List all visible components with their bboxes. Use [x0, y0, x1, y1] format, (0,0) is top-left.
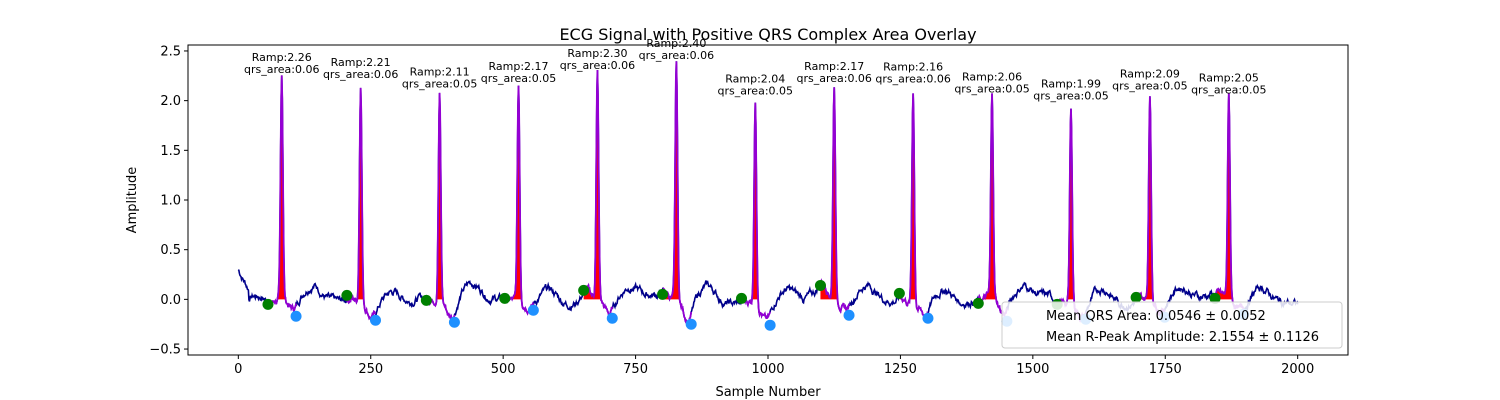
qrs-area-label: qrs_area:0.06 — [639, 49, 714, 62]
y-axis-ticks: −0.5 0.0 0.5 1.0 1.5 2.0 2.5 — [149, 44, 188, 358]
s-point-marker — [290, 310, 302, 322]
legend: Mean QRS Area: 0.0546 ± 0.0052 Mean R-Pe… — [1001, 301, 1343, 349]
ramp-label: Ramp:2.16 — [883, 61, 943, 74]
q-point-marker — [657, 288, 669, 300]
ramp-label: Ramp:1.99 — [1041, 78, 1101, 91]
qrs-area-label: qrs_area:0.06 — [244, 63, 319, 76]
x-tick-label: 750 — [623, 362, 648, 377]
x-axis-label: Sample Number — [715, 385, 821, 400]
q-point-marker — [893, 287, 905, 299]
legend-entry-mean-r-peak-amplitude: Mean R-Peak Amplitude: 2.1554 ± 0.1126 — [1046, 330, 1319, 345]
ramp-label: Ramp:2.06 — [962, 71, 1022, 84]
qrs-area-label: qrs_area:0.06 — [796, 72, 871, 85]
x-tick-label: 500 — [491, 362, 516, 377]
s-point-marker — [527, 304, 539, 316]
ramp-label: Ramp:2.04 — [725, 73, 785, 86]
ramp-label: Ramp:2.17 — [488, 60, 548, 73]
qrs-area-label: qrs_area:0.05 — [481, 72, 556, 85]
ramp-label: Ramp:2.09 — [1120, 68, 1180, 81]
x-tick-label: 250 — [358, 362, 383, 377]
s-point-marker — [764, 319, 776, 331]
qrs-area-label: qrs_area:0.06 — [323, 68, 398, 81]
qrs-area-label: qrs_area:0.05 — [718, 85, 793, 98]
q-point-marker — [972, 297, 984, 309]
qrs-area-label: qrs_area:0.05 — [954, 83, 1029, 96]
q-point-marker — [1130, 291, 1142, 303]
beat-9 — [893, 93, 934, 324]
x-tick-label: 2000 — [1281, 362, 1314, 377]
ramp-label: Ramp:2.05 — [1199, 72, 1259, 85]
y-tick-label: 2.5 — [160, 44, 181, 59]
qrs-area-label: qrs_area:0.05 — [1033, 90, 1108, 103]
qrs-area-label: qrs_area:0.05 — [1112, 80, 1187, 93]
s-point-marker — [922, 312, 934, 324]
ramp-label: Ramp:2.21 — [331, 56, 391, 69]
legend-box — [1001, 301, 1343, 349]
y-tick-label: 1.5 — [160, 144, 181, 159]
y-tick-label: −0.5 — [149, 343, 181, 358]
q-point-marker — [262, 298, 274, 310]
y-tick-label: 2.0 — [160, 94, 181, 109]
s-point-marker — [370, 314, 382, 326]
x-axis-ticks: 0 250 500 750 1000 1250 1500 1750 2000 — [234, 355, 1314, 377]
chart-title: ECG Signal with Positive QRS Complex Are… — [559, 25, 976, 44]
beat-4 — [499, 85, 539, 316]
x-tick-label: 1500 — [1016, 362, 1049, 377]
qrs-positive-area-fill — [267, 75, 297, 300]
s-point-marker — [606, 312, 618, 324]
beat-2 — [341, 87, 382, 326]
q-point-marker — [499, 292, 511, 304]
q-point-marker — [578, 284, 590, 296]
x-tick-label: 0 — [234, 362, 242, 377]
ramp-label: Ramp:2.40 — [646, 37, 706, 50]
qrs-segment-line — [740, 102, 771, 320]
ramp-label: Ramp:2.17 — [804, 60, 864, 73]
q-point-marker — [341, 289, 353, 301]
s-point-marker — [448, 316, 460, 328]
plot-content — [237, 61, 1299, 331]
qrs-area-label: qrs_area:0.05 — [402, 78, 477, 91]
legend-entry-mean-qrs-area: Mean QRS Area: 0.0546 ± 0.0052 — [1046, 309, 1266, 324]
x-tick-label: 1750 — [1149, 362, 1182, 377]
beat-5 — [578, 69, 618, 324]
beat-6 — [657, 61, 697, 330]
qrs-area-label: qrs_area:0.06 — [560, 59, 635, 72]
ramp-label: Ramp:2.30 — [567, 47, 627, 60]
ramp-label: Ramp:2.11 — [410, 66, 470, 79]
q-point-marker — [420, 294, 432, 306]
beat-8 — [814, 87, 855, 321]
qrs-segment-line — [582, 69, 614, 316]
q-point-marker — [736, 292, 748, 304]
y-tick-label: 0.0 — [160, 293, 181, 308]
q-point-marker — [814, 279, 826, 291]
s-point-marker — [843, 309, 855, 321]
qrs-area-label: qrs_area:0.05 — [1191, 84, 1266, 97]
qrs-area-label: qrs_area:0.06 — [875, 73, 950, 86]
y-tick-label: 1.0 — [160, 194, 181, 209]
beat-annotations: Ramp:2.26qrs_area:0.06Ramp:2.21qrs_area:… — [244, 37, 1267, 103]
y-tick-label: 0.5 — [160, 243, 181, 258]
s-point-marker — [685, 318, 697, 330]
beat-3 — [420, 92, 460, 328]
x-tick-label: 1000 — [751, 362, 784, 377]
beat-7 — [736, 102, 776, 331]
ramp-label: Ramp:2.26 — [252, 51, 312, 64]
qrs-segment-line — [898, 93, 929, 319]
x-tick-label: 1250 — [884, 362, 917, 377]
y-axis-label: Amplitude — [125, 167, 140, 234]
q-point-marker — [1209, 292, 1221, 304]
beat-1 — [262, 75, 302, 322]
